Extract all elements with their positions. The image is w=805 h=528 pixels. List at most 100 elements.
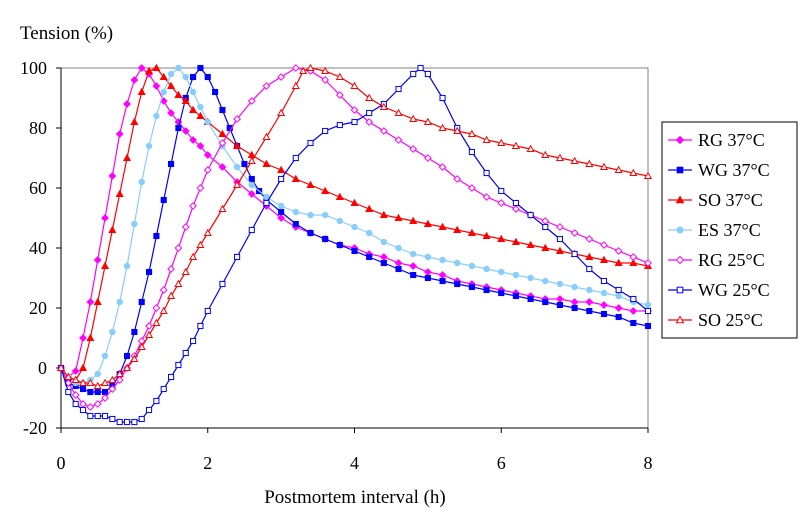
data-point	[423, 117, 432, 126]
data-point	[468, 283, 475, 291]
data-point	[145, 142, 153, 150]
data-point	[600, 241, 608, 249]
data-point	[307, 139, 314, 147]
x-tick-label: 8	[644, 453, 653, 473]
data-point	[643, 171, 653, 180]
data-point	[189, 252, 198, 261]
data-point	[101, 412, 109, 420]
legend-label: WG 25°C	[698, 280, 770, 300]
data-point	[168, 373, 175, 381]
data-point	[439, 256, 446, 264]
data-point	[586, 286, 593, 294]
legend-label: SO 25°C	[698, 310, 763, 330]
data-point	[351, 223, 358, 231]
data-point	[159, 72, 168, 81]
data-point	[160, 196, 167, 204]
x-tick-label: 2	[203, 453, 212, 473]
data-point	[277, 165, 286, 174]
data-point	[131, 220, 138, 228]
x-axis-label: Postmortem interval (h)	[264, 487, 446, 508]
y-tick-label: 20	[29, 298, 47, 318]
data-point	[335, 192, 344, 201]
data-point	[351, 247, 358, 255]
data-point	[614, 258, 623, 267]
data-point	[145, 322, 153, 330]
data-point	[321, 66, 330, 75]
data-point	[145, 268, 153, 276]
data-point	[394, 136, 403, 144]
data-point	[556, 301, 564, 309]
data-point	[409, 216, 418, 225]
data-point	[93, 400, 102, 408]
data-point	[94, 370, 101, 378]
data-point	[644, 301, 652, 309]
data-point	[571, 283, 578, 291]
data-point	[571, 250, 578, 258]
data-point	[366, 109, 373, 117]
data-point	[644, 259, 652, 267]
data-point	[131, 418, 138, 426]
data-point	[189, 136, 197, 144]
legend-label: SO 37°C	[698, 190, 763, 210]
data-point	[526, 144, 535, 153]
data-point	[571, 304, 578, 312]
data-point	[527, 211, 534, 219]
data-point	[197, 322, 204, 330]
y-tick-label: 60	[29, 178, 47, 198]
data-point	[123, 352, 131, 360]
data-point	[93, 256, 102, 264]
data-point	[219, 106, 226, 114]
data-point	[307, 211, 314, 219]
data-point	[483, 286, 490, 294]
data-point	[137, 87, 146, 96]
data-point	[380, 238, 388, 246]
plot-area: -20 0 20 40 60 80 100 0 2 4 6 8	[20, 58, 653, 473]
data-point	[417, 64, 424, 72]
data-point	[424, 70, 431, 78]
data-point	[438, 163, 447, 171]
data-point	[196, 111, 205, 120]
data-point	[556, 223, 564, 231]
data-point	[542, 223, 549, 231]
data-point	[570, 229, 579, 237]
data-point	[629, 168, 638, 177]
data-point	[109, 328, 116, 336]
data-point	[321, 211, 329, 219]
data-point	[175, 124, 182, 132]
data-point	[542, 277, 549, 285]
data-point	[189, 88, 197, 96]
data-point	[123, 262, 131, 270]
data-point	[468, 148, 475, 156]
data-point	[263, 193, 270, 201]
data-point	[335, 72, 344, 81]
data-point	[350, 81, 359, 90]
data-point	[394, 213, 403, 222]
data-point	[87, 412, 94, 420]
data-point	[123, 100, 131, 108]
data-point	[145, 66, 154, 75]
data-point	[100, 261, 110, 270]
data-point	[262, 159, 271, 168]
data-point	[64, 372, 73, 381]
data-point	[453, 175, 462, 183]
data-point	[247, 156, 256, 165]
data-point	[204, 73, 211, 81]
data-point	[122, 363, 132, 372]
data-point	[277, 108, 286, 117]
data-point	[218, 204, 227, 213]
data-point	[145, 406, 153, 414]
data-point	[615, 292, 622, 300]
data-point	[335, 91, 344, 99]
data-point	[175, 361, 182, 369]
data-point	[600, 310, 608, 318]
data-point	[409, 114, 418, 123]
legend-marker	[676, 226, 684, 234]
data-point	[366, 253, 373, 261]
data-point	[306, 180, 315, 189]
data-point	[204, 118, 211, 126]
data-point	[248, 181, 255, 189]
data-point	[409, 262, 418, 270]
data-point	[497, 199, 506, 207]
data-point	[248, 226, 255, 234]
data-point	[453, 225, 462, 234]
